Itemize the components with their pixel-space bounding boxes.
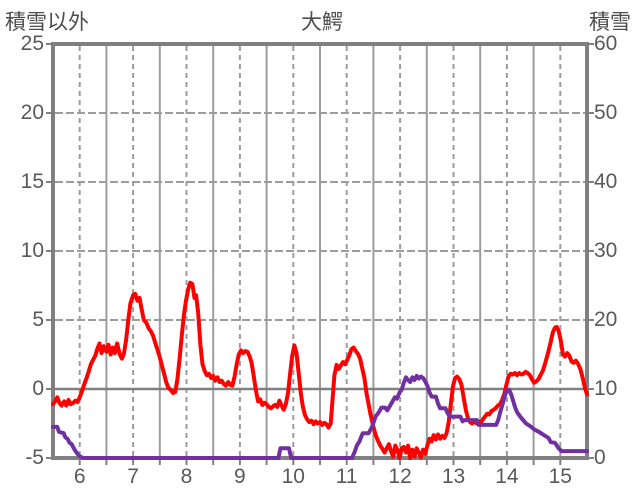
x-axis-label: 13 <box>441 465 466 488</box>
x-axis-label: 10 <box>281 465 305 488</box>
right-axis-label: 60 <box>594 32 618 55</box>
x-axis-label: 9 <box>234 465 246 488</box>
right-axis-label: 40 <box>594 170 618 193</box>
temperature-line <box>51 280 589 460</box>
x-axis-label: 14 <box>495 465 519 488</box>
left-axis-label: 15 <box>20 170 44 193</box>
left-axis-label: -5 <box>25 446 44 469</box>
snow-depth-line <box>51 373 589 460</box>
left-axis-label: 10 <box>20 239 44 262</box>
chart-title: 大鰐 <box>301 11 343 34</box>
left-axis-label: 5 <box>32 308 44 331</box>
x-axis-label: 11 <box>335 465 358 488</box>
right-axis-label: 50 <box>594 101 618 124</box>
left-axis-label: 25 <box>20 32 44 55</box>
right-axis-label: 20 <box>594 308 618 331</box>
x-axis-label: 6 <box>73 465 86 488</box>
right-axis-title: 積雪 <box>589 11 631 34</box>
x-axis-label: 8 <box>180 465 193 488</box>
left-axis-title: 積雪以外 <box>5 11 89 34</box>
left-axis-label: 20 <box>20 101 44 124</box>
x-axis-label: 12 <box>388 465 412 488</box>
right-axis-label: 10 <box>594 377 618 400</box>
left-axis-label: 0 <box>32 377 44 400</box>
x-axis-label: 7 <box>127 465 139 488</box>
x-axis-label: 15 <box>548 465 572 488</box>
right-axis-label: 0 <box>594 446 606 469</box>
right-axis-label: 30 <box>594 239 618 262</box>
